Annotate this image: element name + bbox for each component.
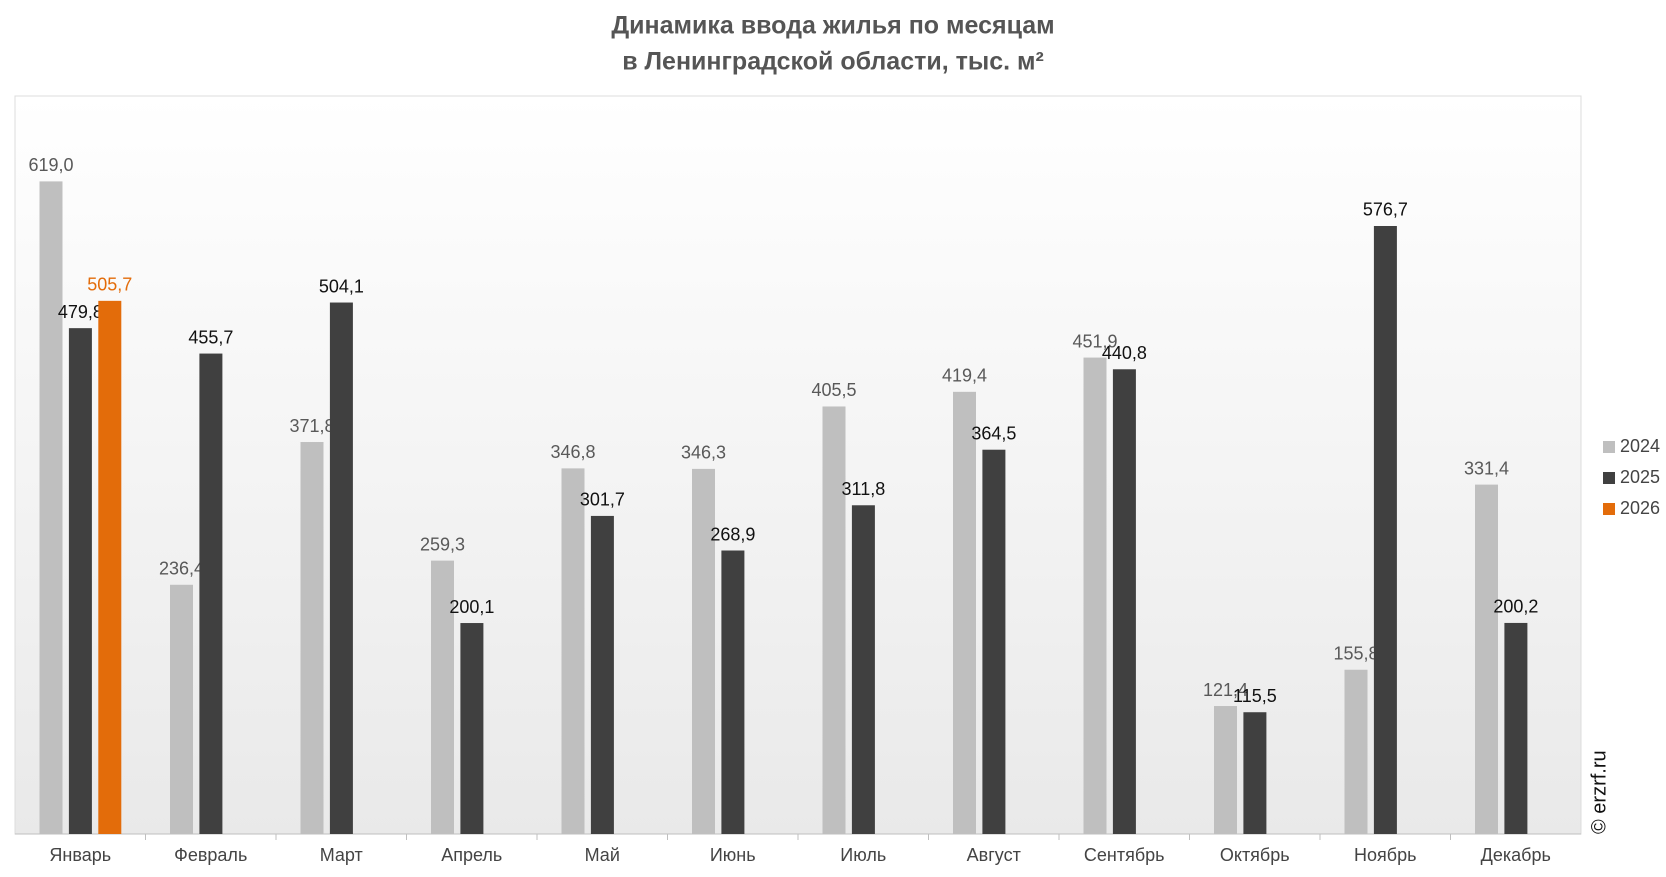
bar [822,406,846,834]
value-label: 619,0 [28,155,73,175]
value-label: 405,5 [811,380,856,400]
bar [1344,669,1368,834]
watermark: © erzrf.ru [1588,750,1610,834]
bar [39,181,63,834]
x-tick-label: Ноябрь [1354,845,1416,865]
value-label: 505,7 [87,275,132,295]
value-label: 200,1 [449,597,494,617]
value-label: 451,9 [1072,331,1117,351]
x-tick-label: Октябрь [1220,845,1290,865]
value-label: 236,4 [159,559,204,579]
legend-label: 2026 [1620,498,1660,518]
plot-area [14,95,1582,835]
value-label: 301,7 [580,490,625,510]
x-tick-label: Апрель [441,845,502,865]
x-tick-label: Январь [49,845,111,865]
bar [460,623,484,834]
x-tick-label: Март [320,845,363,865]
value-label: 311,8 [842,479,886,499]
legend-label: 2025 [1620,467,1660,487]
x-tick-label: Сентябрь [1084,845,1165,865]
bar [1214,706,1237,834]
legend-swatch [1603,472,1615,484]
bar [300,442,324,834]
value-label: 259,3 [420,534,465,554]
bar [68,328,92,834]
value-label: 371,8 [289,416,334,436]
bar [953,391,976,834]
bar [199,353,223,834]
value-label: 576,7 [1363,200,1408,220]
value-label: 346,8 [550,442,595,462]
bar [1373,225,1397,835]
value-label: 346,3 [681,443,726,463]
value-label: 504,1 [319,276,364,296]
value-label: 331,4 [1464,458,1509,478]
bar [98,300,122,834]
bar [1083,357,1107,834]
value-label: 115,5 [1233,686,1277,706]
x-tick-label: Август [967,845,1021,865]
bar [1243,712,1267,834]
value-label: 479,8 [58,302,103,322]
bar [1112,369,1136,834]
legend-swatch [1603,441,1615,453]
bar [721,550,745,834]
bar [982,449,1006,834]
x-tick-label: Май [585,845,620,865]
bar [1504,622,1528,834]
chart-title: в Ленинградской области, тыс. м² [622,48,1044,76]
value-label: 200,2 [1493,597,1538,617]
value-label: 364,5 [971,423,1016,443]
legend-label: 2024 [1620,436,1660,456]
x-tick-label: Июнь [710,845,756,865]
bar [590,515,614,834]
bar [561,468,585,834]
x-tick-label: Декабрь [1481,845,1551,865]
value-label: 155,8 [1333,643,1378,663]
value-label: 455,7 [188,327,233,347]
x-tick-label: Июль [840,845,886,865]
bar [431,560,454,834]
value-label: 268,9 [710,524,755,544]
bar [692,468,715,834]
bar [1475,484,1498,834]
value-label: 419,4 [942,366,987,386]
x-tick-label: Февраль [174,845,247,865]
chart-title: Динамика ввода жилья по месяцам [611,12,1054,40]
bar [329,302,353,835]
value-label: 121,4 [1203,680,1248,700]
legend-swatch [1603,503,1615,515]
bar [851,505,875,834]
value-label: 440,8 [1102,343,1147,363]
bar [170,584,193,834]
